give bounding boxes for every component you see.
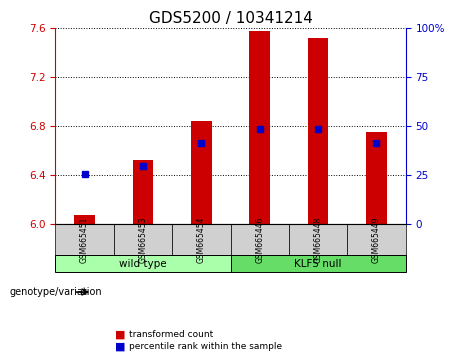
Text: GSM665449: GSM665449: [372, 217, 381, 263]
Text: GSM665454: GSM665454: [197, 217, 206, 263]
Bar: [366, 132, 387, 224]
FancyBboxPatch shape: [230, 255, 406, 273]
Text: GSM665448: GSM665448: [313, 217, 323, 263]
FancyBboxPatch shape: [347, 224, 406, 255]
Title: GDS5200 / 10341214: GDS5200 / 10341214: [148, 11, 313, 26]
Bar: [249, 31, 270, 224]
Text: GSM665446: GSM665446: [255, 217, 264, 263]
FancyBboxPatch shape: [230, 224, 289, 255]
Text: percentile rank within the sample: percentile rank within the sample: [129, 342, 282, 352]
Text: wild type: wild type: [119, 259, 167, 269]
Text: GSM665451: GSM665451: [80, 217, 89, 263]
FancyBboxPatch shape: [114, 224, 172, 255]
FancyBboxPatch shape: [289, 224, 347, 255]
Text: transformed count: transformed count: [129, 330, 213, 339]
Text: genotype/variation: genotype/variation: [9, 287, 102, 297]
Bar: [133, 160, 153, 224]
Bar: [74, 215, 95, 224]
FancyBboxPatch shape: [55, 224, 114, 255]
Text: ■: ■: [115, 330, 126, 339]
Text: KLF5 null: KLF5 null: [294, 259, 342, 269]
Bar: [308, 38, 328, 224]
Text: GSM665453: GSM665453: [138, 217, 148, 263]
Bar: [191, 121, 212, 224]
FancyBboxPatch shape: [172, 224, 230, 255]
FancyBboxPatch shape: [55, 255, 230, 273]
Text: ■: ■: [115, 342, 126, 352]
